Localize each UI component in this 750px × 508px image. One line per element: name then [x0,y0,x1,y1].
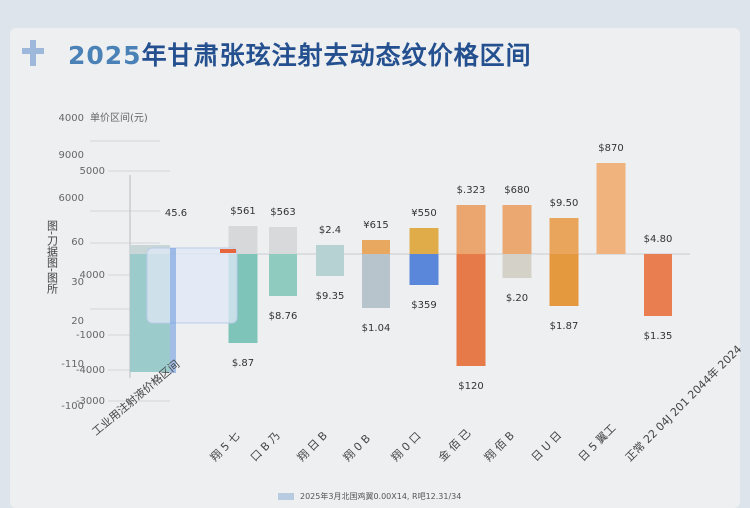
plus-icon [22,40,44,66]
bar-upper [362,240,390,254]
bar-lower [644,254,672,316]
bar-top-label: $.323 [457,185,486,196]
y-tick-label: 4000 [59,113,84,124]
bar-bottom-label: $9.35 [316,291,345,302]
bar-upper [456,205,486,254]
chart-title: 2025年甘肃张玹注射去动态纹价格区间 [68,36,532,72]
bar-top-label: ¥550 [411,208,436,219]
bar-bottom-label: $8.76 [269,311,298,322]
legend-text: 2025年3月北国鸡翼0.00X14, R吧12.31/34 [300,492,462,501]
bar-top-label: $561 [230,206,255,217]
category-label: 翔 日 B [294,428,330,464]
bar-lower [456,254,486,366]
bar-lower [502,254,532,278]
bar-top-label: $680 [504,185,529,196]
y-tick-label: 30 [71,277,84,288]
bar-bottom-label: $359 [411,300,436,311]
bar-lower [409,254,439,285]
category-label: 翔 0 口 [388,429,423,464]
y-tick-label: -110 [61,359,84,370]
category-label: 翔 佰 B [481,428,517,464]
bar-top-label: 45.6 [165,208,187,219]
y-tick-label: 20 [71,316,84,327]
y-axis-label: 图-刀据图-图所 [46,220,59,295]
bar-top-label: $563 [270,207,295,218]
marker-bar [220,249,236,253]
bar-bottom-label: $.20 [506,293,528,304]
bar-top-label: $9.50 [550,198,579,209]
category-label: 正常 22 04J 201 2044年 2024 [622,342,744,464]
bar-bottom-label: $1.35 [644,331,673,342]
bar-top-label: $4.80 [644,234,673,245]
bar-upper [596,163,626,254]
bar-lower [549,254,579,306]
bar-lower [316,254,344,276]
bar-lower [269,254,297,296]
y-tick-label: -100 [61,401,84,412]
bar-upper [409,228,439,254]
overlay-panel [146,247,238,324]
y-tick-label: -1000 [76,330,105,341]
bar-top-label: $2.4 [319,225,341,236]
title-year: 2025 [68,41,142,70]
bar-bottom-label: $.87 [232,358,254,369]
bar-bottom-label: $120 [458,381,483,392]
category-label: 口 B 乃 [248,429,283,464]
bar-top-label: ¥615 [363,220,388,231]
y-tick-label: 6000 [59,193,84,204]
category-label: 金 佰 已 [435,426,473,464]
bar-upper [269,227,297,254]
bar-top-label: $870 [598,143,623,154]
bar-upper [502,205,532,254]
y-tick-label: -3000 [76,396,105,407]
bar-upper [549,218,579,254]
y-tick-label: -4000 [76,365,105,376]
bar-lower [362,254,390,308]
overlay-bar [170,248,176,373]
category-label: 日 5 翼工 [576,422,618,464]
legend-swatch [278,493,294,500]
legend: 2025年3月北国鸡翼0.00X14, R吧12.31/34 [278,491,461,502]
y-tick-label: 9000 [59,150,84,161]
y-tick-label: 4000 [80,270,105,281]
unit-label: 单价区间(元) [90,111,148,124]
title-text: 年甘肃张玹注射去动态纹价格区间 [141,41,532,70]
bar-upper [316,245,344,254]
y-tick-label: 5000 [80,166,105,177]
category-label: 日 U 日 [529,429,564,464]
category-label: 翔 5 七 [207,429,242,464]
bar-bottom-label: $1.87 [550,321,579,332]
y-tick-label: 60 [71,237,84,248]
category-label: 翔 0 B [340,431,373,464]
bar-bottom-label: $1.04 [362,323,391,334]
